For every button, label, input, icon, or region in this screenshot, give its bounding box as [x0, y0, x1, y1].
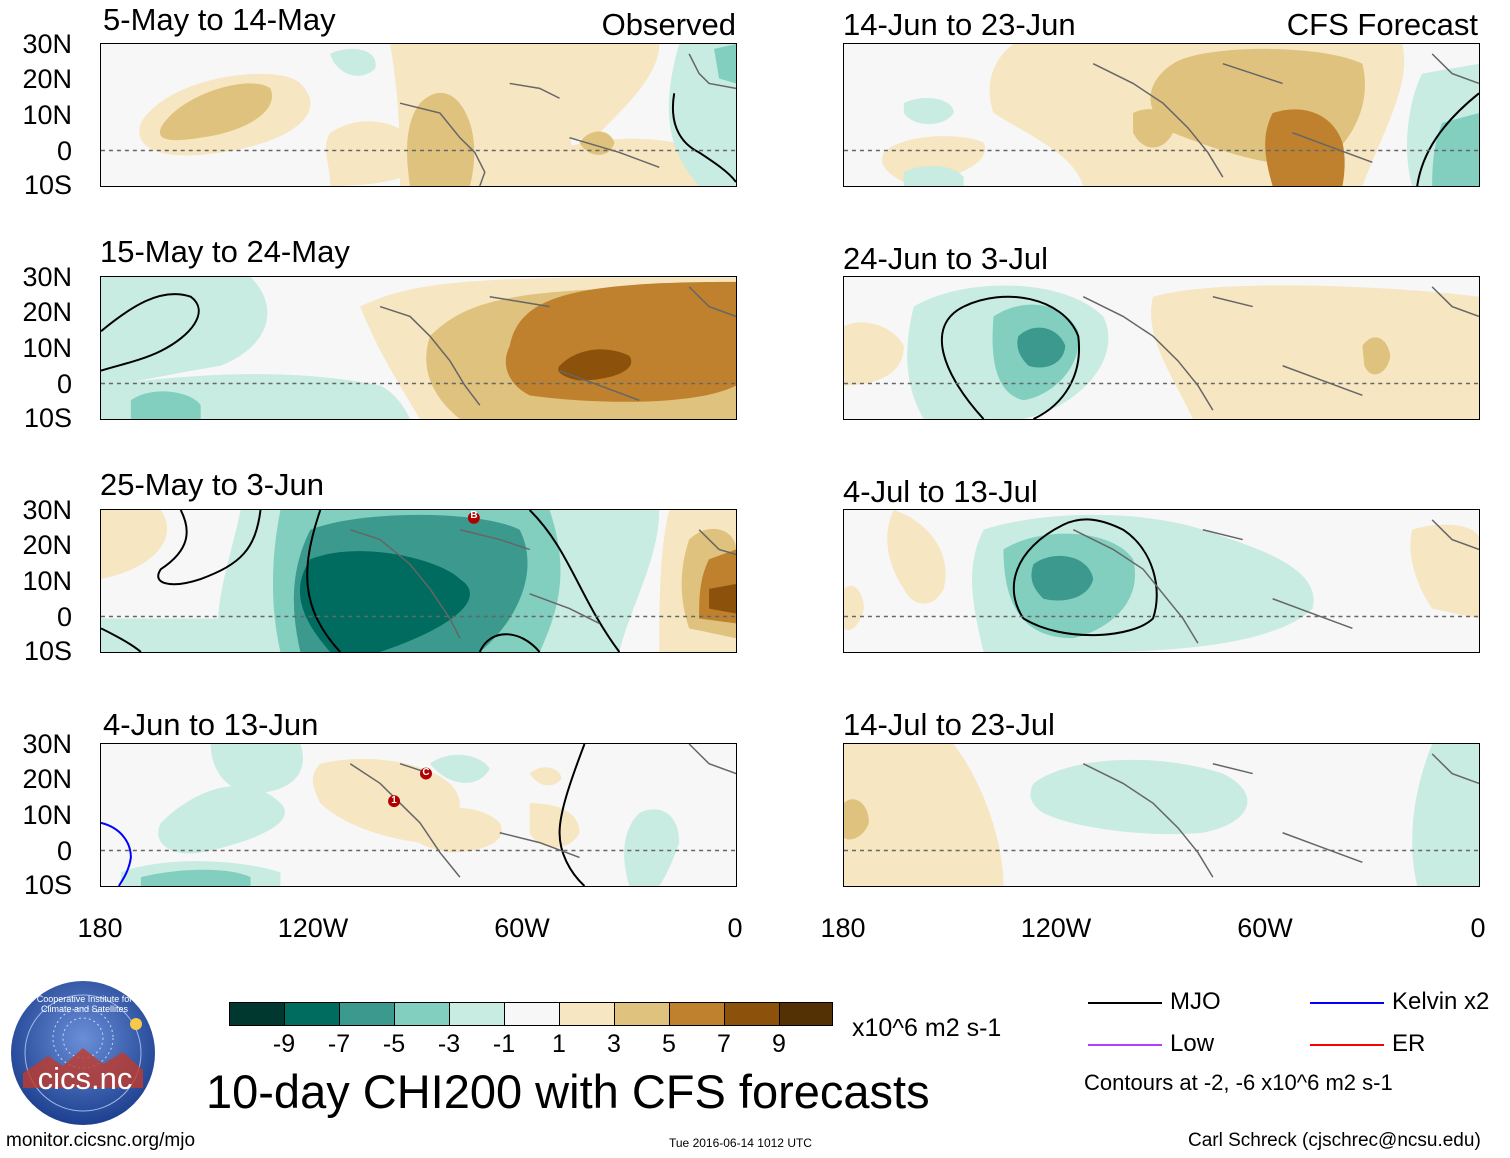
storm-marker: C — [422, 767, 430, 778]
logo-ring-text: Cooperative Institute for Climate and Sa… — [36, 994, 133, 1014]
panel-title: 5-May to 14-May — [103, 2, 336, 37]
map-panel — [843, 43, 1480, 187]
lat-label: 10N — [22, 100, 72, 130]
lon-label: 120W — [1020, 913, 1092, 943]
colorbar-segment — [394, 1002, 450, 1026]
colorbar-label: -3 — [437, 1030, 461, 1058]
colorbar-units: x10^6 m2 s-1 — [852, 1014, 1002, 1042]
lon-label: 180 — [820, 913, 866, 943]
lon-label: 60W — [1237, 913, 1293, 943]
colorbar-segment — [284, 1002, 340, 1026]
lat-label: 0 — [56, 602, 72, 632]
map-panel — [100, 509, 737, 653]
panel-title: 4-Jul to 13-Jul — [843, 474, 1038, 509]
storm-marker: B — [470, 510, 478, 521]
lat-label: 30N — [22, 29, 72, 59]
contours-note: Contours at -2, -6 x10^6 m2 s-1 — [1084, 1070, 1393, 1095]
lat-label: 0 — [56, 136, 72, 166]
panel-title: 4-Jun to 13-Jun — [103, 707, 319, 742]
lat-label: 20N — [22, 64, 72, 94]
storm-marker: 1 — [391, 795, 397, 806]
map-panel — [100, 743, 737, 887]
panel-title: 15-May to 24-May — [100, 234, 350, 269]
footer-credit: Carl Schreck (cjschrec@ncsu.edu) — [1188, 1130, 1481, 1151]
main-title: 10-day CHI200 with CFS forecasts — [206, 1065, 930, 1118]
colorbar-label: 7 — [717, 1030, 731, 1058]
colorbar-label: -7 — [327, 1030, 351, 1058]
legend-label-low: Low — [1170, 1030, 1215, 1057]
map-panel — [843, 743, 1480, 887]
lat-label: 30N — [22, 495, 72, 525]
lat-label: 20N — [22, 530, 72, 560]
lat-label: 20N — [22, 764, 72, 794]
colorbar-segment — [229, 1002, 285, 1026]
legend-line-er — [1310, 1044, 1384, 1046]
panel-tag-cfs-forecast: CFS Forecast — [1286, 7, 1478, 42]
lat-label: 10N — [22, 333, 72, 363]
legend-label-kelvin: Kelvin x2 — [1392, 988, 1490, 1015]
logo-text: cics.nc — [37, 1061, 133, 1096]
lat-label: 20N — [22, 297, 72, 327]
colorbar-segment — [449, 1002, 505, 1026]
lat-label: 10S — [23, 170, 72, 200]
colorbar-label: 1 — [552, 1030, 566, 1058]
lat-label: 0 — [56, 836, 72, 866]
legend-line-low — [1088, 1044, 1162, 1046]
colorbar-segment — [614, 1002, 670, 1026]
legend-label-er: ER — [1392, 1030, 1426, 1057]
lon-label: 0 — [727, 913, 743, 943]
lat-label: 10S — [23, 636, 72, 666]
colorbar-label: 3 — [607, 1030, 621, 1058]
colorbar-segment — [339, 1002, 395, 1026]
colorbar-segment — [669, 1002, 725, 1026]
lon-label: 120W — [277, 913, 349, 943]
colorbar-segment — [559, 1002, 615, 1026]
colorbar-label: -1 — [492, 1030, 516, 1058]
colorbar-segment — [724, 1002, 780, 1026]
lon-label: 60W — [494, 913, 550, 943]
lat-label: 10N — [22, 800, 72, 830]
legend-line-mjo — [1088, 1002, 1162, 1004]
colorbar-segment — [779, 1002, 833, 1026]
legend-label-mjo: MJO — [1170, 988, 1221, 1015]
colorbar-label: -9 — [272, 1030, 296, 1058]
colorbar-label: 9 — [772, 1030, 786, 1058]
lat-label: 10S — [23, 403, 72, 433]
panel-title: 25-May to 3-Jun — [100, 467, 324, 502]
colorbar-segment — [504, 1002, 560, 1026]
footer-timestamp: Tue 2016-06-14 1012 UTC — [669, 1136, 812, 1150]
map-panel — [843, 276, 1480, 420]
lon-label: 0 — [1470, 913, 1486, 943]
footer-url: monitor.cicsnc.org/mjo — [6, 1130, 196, 1151]
colorbar-label: -5 — [382, 1030, 406, 1058]
lat-label: 0 — [56, 369, 72, 399]
panel-title: 14-Jul to 23-Jul — [843, 707, 1055, 742]
map-panel — [100, 276, 737, 420]
panel-title: 14-Jun to 23-Jun — [843, 7, 1076, 42]
cics-logo — [8, 978, 158, 1128]
map-panel — [843, 509, 1480, 653]
lat-label: 30N — [22, 262, 72, 292]
lat-label: 30N — [22, 729, 72, 759]
lon-label: 180 — [77, 913, 123, 943]
map-panel — [100, 43, 737, 187]
panel-title: 24-Jun to 3-Jul — [843, 241, 1049, 276]
colorbar-label: 5 — [662, 1030, 676, 1058]
lat-label: 10S — [23, 870, 72, 900]
lat-label: 10N — [22, 566, 72, 596]
legend-line-kelvin — [1310, 1002, 1384, 1004]
panel-tag-observed: Observed — [601, 7, 736, 42]
